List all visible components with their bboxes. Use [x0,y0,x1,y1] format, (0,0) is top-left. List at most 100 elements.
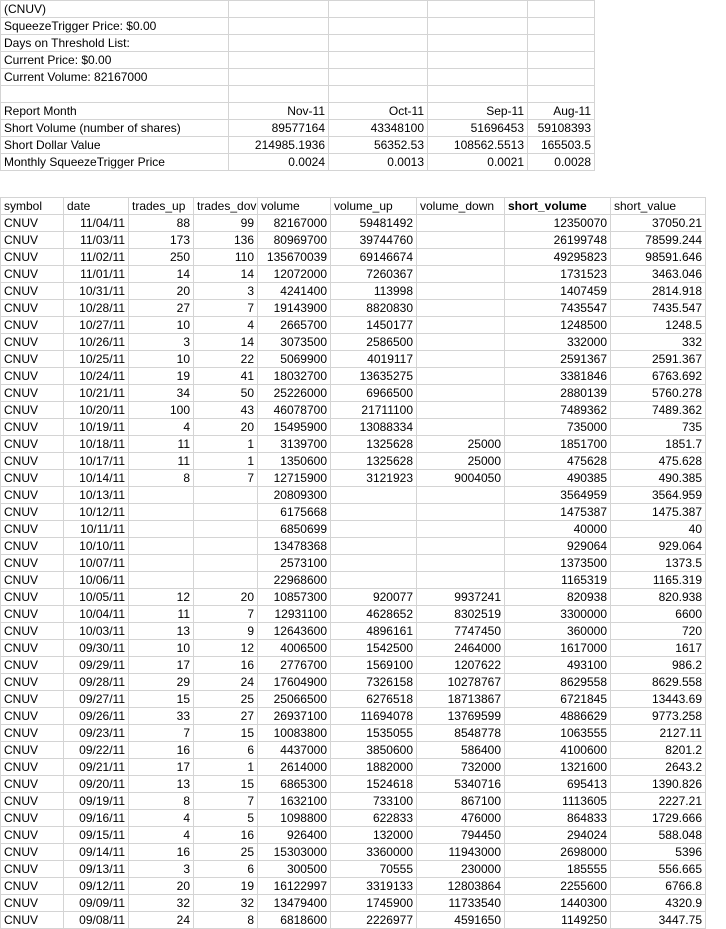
table-cell: 09/16/11 [63,809,129,827]
table-cell: 17 [128,758,194,776]
table-cell: 50 [193,384,258,402]
table-cell: 1729.666 [610,809,706,827]
table-cell: 10/27/11 [63,316,129,334]
table-cell: 3300000 [504,605,611,623]
table-cell: 8820830 [330,299,417,317]
table-cell: 4 [128,809,194,827]
table-cell: 2665700 [257,316,331,334]
table-cell: 294024 [504,826,611,844]
table-cell: 10/06/11 [63,571,129,589]
table-cell: 39744760 [330,231,417,249]
table-cell: 70555 [330,860,417,878]
empty-cell [328,85,428,103]
table-cell: 4100600 [504,741,611,759]
table-cell: 10/04/11 [63,605,129,623]
table-cell: 6721845 [504,690,611,708]
table-cell: 1 [193,452,258,470]
table-cell [193,571,258,589]
table-cell: 5069900 [257,350,331,368]
table-cell: 10/19/11 [63,418,129,436]
table-cell: 720 [610,622,706,640]
table-cell: CNUV [0,673,64,691]
table-cell: CNUV [0,656,64,674]
table-cell: 9937241 [416,588,505,606]
table-cell: 586400 [416,741,505,759]
table-cell: 69146674 [330,248,417,266]
table-cell [416,367,505,385]
table-cell: 5 [193,809,258,827]
table-cell: 09/20/11 [63,775,129,793]
table-cell: 11 [128,605,194,623]
table-cell: 13769599 [416,707,505,725]
table-cell: CNUV [0,214,64,232]
table-cell: 24 [193,673,258,691]
table-cell: 735000 [504,418,611,436]
table-cell: 10/28/11 [63,299,129,317]
table-cell: 2227.21 [610,792,706,810]
empty-cell [328,68,428,86]
table-cell [193,520,258,538]
table-cell: 1851.7 [610,435,706,453]
data-row: CNUV 09/09/11 32 32 13479400 1745900 11733540 1… [0,894,706,912]
table-cell: 10 [128,350,194,368]
table-cell: 8629.558 [610,673,706,691]
table-cell [416,384,505,402]
table-cell: 2255600 [504,877,611,895]
table-cell: 6850699 [257,520,331,538]
empty-cell [527,68,595,86]
table-cell [193,486,258,504]
table-cell: 2591367 [504,350,611,368]
table-cell: 10/24/11 [63,367,129,385]
table-cell: CNUV [0,248,64,266]
table-cell [416,214,505,232]
table-cell: 09/09/11 [63,894,129,912]
table-cell: 27 [193,707,258,725]
table-cell: 1632100 [257,792,331,810]
table-cell: 4628652 [330,605,417,623]
table-cell: 10/13/11 [63,486,129,504]
table-cell: 13478368 [257,537,331,555]
table-cell: 3564.959 [610,486,706,504]
table-cell: 556.665 [610,860,706,878]
table-cell: 16 [193,826,258,844]
table-cell: 19 [193,877,258,895]
info-row: (CNUV) [0,0,595,18]
table-cell: 7260367 [330,265,417,283]
table-cell: 6175668 [257,503,331,521]
data-row: CNUV 09/14/11 16 25 15303000 3360000 11943000 2… [0,843,706,861]
table-cell: 1475387 [504,503,611,521]
table-cell: 4 [193,316,258,334]
data-row: CNUV 09/19/11 8 7 1632100 733100 867100 1113605… [0,792,706,810]
table-cell: 2614000 [257,758,331,776]
empty-cell [228,51,329,69]
report-value: 0.0021 [427,153,528,171]
table-cell: 6276518 [330,690,417,708]
table-cell: 7326158 [330,673,417,691]
table-cell: 7489.362 [610,401,706,419]
table-cell: 10/12/11 [63,503,129,521]
table-cell: 1373.5 [610,554,706,572]
table-cell: 1 [193,758,258,776]
table-cell: 4019117 [330,350,417,368]
table-cell: 2464000 [416,639,505,657]
table-cell: 1407459 [504,282,611,300]
table-cell: 110 [193,248,258,266]
table-cell: 986.2 [610,656,706,674]
table-cell: 09/14/11 [63,843,129,861]
table-cell: 10/17/11 [63,452,129,470]
data-row: CNUV 10/31/11 20 3 4241400 113998 1407459 2814.… [0,282,706,300]
table-cell: 1350600 [257,452,331,470]
empty-cell [328,0,428,18]
table-cell: 10/31/11 [63,282,129,300]
table-cell: 15 [193,775,258,793]
table-cell: 10/18/11 [63,435,129,453]
table-cell: 1745900 [330,894,417,912]
table-cell: 37050.21 [610,214,706,232]
table-cell: 3360000 [330,843,417,861]
table-cell: 7 [193,469,258,487]
empty-cell [427,68,528,86]
table-cell: 7435.547 [610,299,706,317]
row-label: Short Dollar Value [0,136,229,154]
empty-cell [527,85,595,103]
table-cell [416,503,505,521]
